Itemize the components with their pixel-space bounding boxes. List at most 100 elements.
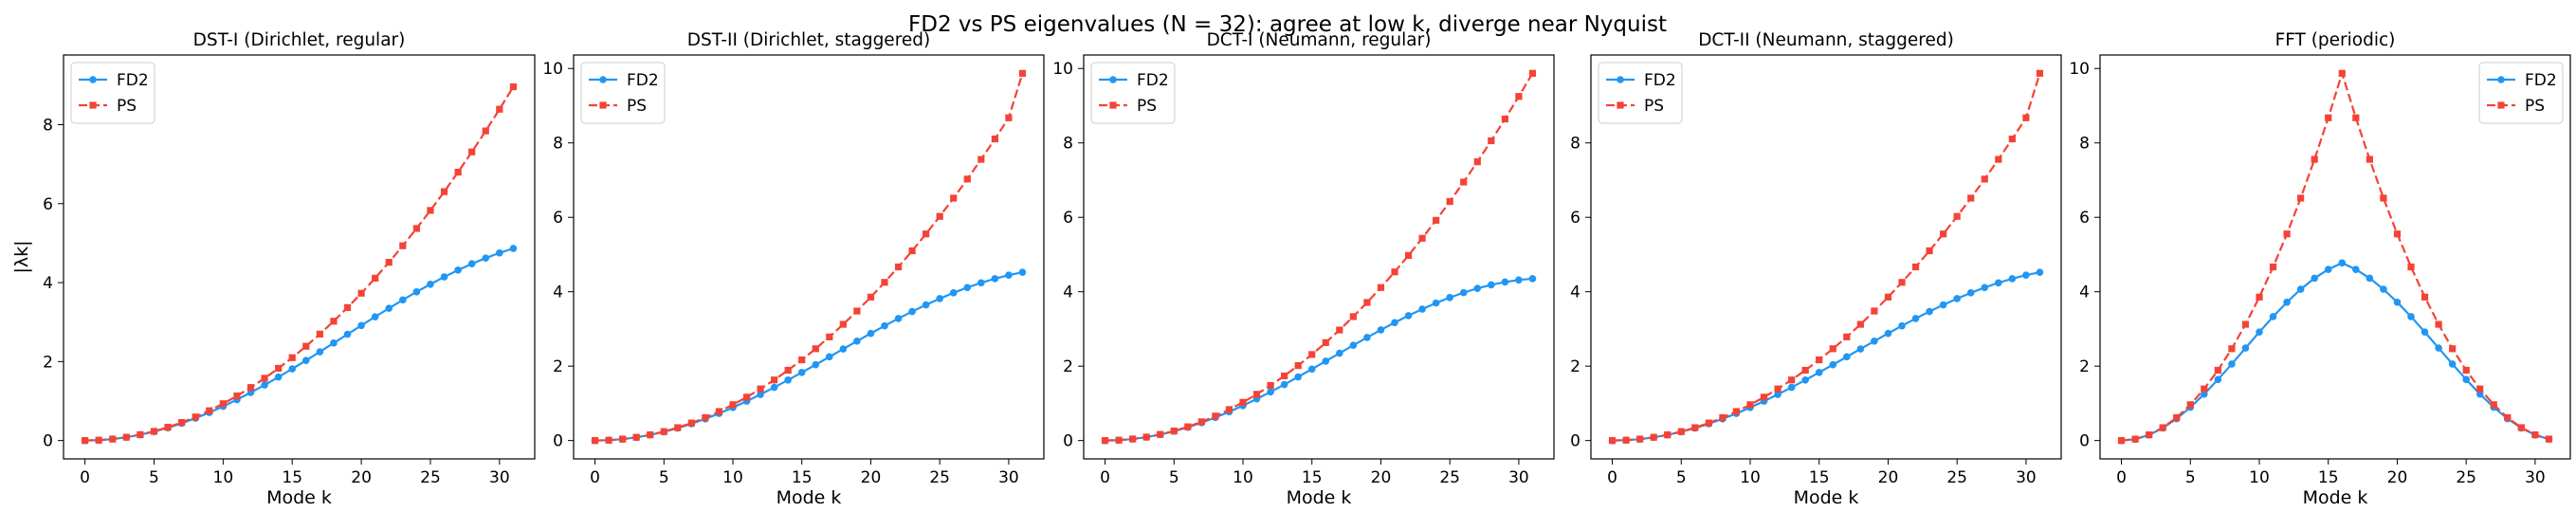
legend-marker bbox=[2497, 101, 2505, 109]
legend: FD2 PS bbox=[2478, 62, 2564, 124]
legend-label: PS bbox=[1644, 97, 1664, 116]
y-tick-label: 0 bbox=[43, 432, 53, 451]
data-point-fd2 bbox=[2421, 328, 2429, 337]
y-tick-label: 0 bbox=[1570, 432, 1580, 451]
x-tick-label: 0 bbox=[1100, 468, 1110, 487]
data-point-ps bbox=[2449, 345, 2457, 353]
data-point-ps bbox=[1664, 431, 1672, 439]
data-point-fd2 bbox=[1995, 279, 2002, 287]
data-point-ps bbox=[881, 279, 888, 286]
data-point-ps bbox=[1995, 155, 2002, 163]
panels-container: DST-I (Dirichlet, regular)0 5 10 15 20 25 3002… bbox=[11, 30, 2571, 508]
data-point-fd2 bbox=[1871, 338, 1878, 345]
data-point-ps bbox=[1391, 268, 1398, 276]
legend-label: PS bbox=[117, 97, 137, 116]
data-point-ps bbox=[784, 366, 792, 375]
data-point-fd2 bbox=[2407, 313, 2415, 320]
series-line-ps bbox=[1612, 73, 2041, 442]
data-point-fd2 bbox=[2256, 328, 2263, 337]
data-point-ps bbox=[1157, 430, 1164, 438]
data-point-fd2 bbox=[1307, 365, 1316, 374]
data-point-ps bbox=[95, 436, 102, 444]
data-point-ps bbox=[1197, 418, 1205, 426]
y-tick-label: 2 bbox=[43, 353, 53, 372]
data-point-ps bbox=[150, 428, 158, 435]
data-point-ps bbox=[1843, 333, 1851, 340]
data-point-fd2 bbox=[1267, 388, 1274, 396]
legend-marker bbox=[1109, 101, 1117, 109]
data-point-ps bbox=[399, 242, 407, 249]
data-point-fd2 bbox=[482, 254, 490, 262]
data-point-ps bbox=[440, 188, 448, 195]
data-point-ps bbox=[2131, 435, 2139, 443]
data-point-fd2 bbox=[1377, 326, 1385, 334]
x-tick-label: 25 bbox=[1946, 468, 1967, 487]
data-point-fd2 bbox=[1488, 281, 1495, 289]
data-point-fd2 bbox=[330, 339, 338, 347]
data-point-ps bbox=[1170, 427, 1178, 435]
data-point-ps bbox=[2366, 155, 2373, 163]
data-point-ps bbox=[1404, 251, 1413, 260]
panel-title: DST-II (Dirichlet, staggered) bbox=[687, 30, 930, 50]
data-point-ps bbox=[1129, 435, 1137, 443]
data-point-ps bbox=[2228, 345, 2236, 353]
plot-frame bbox=[1083, 54, 1555, 460]
x-tick-label: 20 bbox=[2387, 468, 2408, 487]
panel-5: FFT (periodic) 0 5 10 15 20 25 30 0 2 4 6 8 10 Mode k F… bbox=[2069, 30, 2571, 508]
data-point-ps bbox=[468, 148, 476, 155]
data-point-ps bbox=[2283, 230, 2291, 238]
data-point-fd2 bbox=[2435, 344, 2442, 352]
data-point-ps bbox=[826, 333, 833, 340]
legend-marker bbox=[1109, 76, 1117, 83]
x-tick-label: 30 bbox=[2016, 468, 2037, 487]
series-line-ps bbox=[2121, 69, 2549, 442]
data-point-fd2 bbox=[1349, 341, 1358, 349]
data-point-fd2 bbox=[385, 304, 393, 312]
plot-frame bbox=[1590, 54, 2062, 460]
data-point-fd2 bbox=[2311, 274, 2318, 283]
data-point-ps bbox=[2435, 320, 2442, 328]
data-point-fd2 bbox=[1787, 383, 1796, 392]
data-point-ps bbox=[1705, 419, 1712, 427]
data-point-ps bbox=[1142, 433, 1150, 441]
y-tick-label: 4 bbox=[1570, 283, 1580, 302]
panel-title: DCT-II (Neumann, staggered) bbox=[1698, 30, 1954, 50]
series-line-ps bbox=[1105, 72, 1534, 442]
x-tick-label: 30 bbox=[489, 468, 510, 487]
data-point-ps bbox=[1829, 345, 1836, 353]
data-point-ps bbox=[316, 330, 323, 338]
data-point-fd2 bbox=[1884, 329, 1892, 338]
data-point-ps bbox=[1115, 436, 1123, 444]
legend-label: FD2 bbox=[2525, 71, 2557, 90]
data-point-fd2 bbox=[301, 356, 310, 364]
data-point-ps bbox=[1774, 385, 1781, 393]
data-point-fd2 bbox=[1528, 275, 1537, 283]
data-point-fd2 bbox=[1856, 345, 1865, 353]
data-point-ps bbox=[1926, 247, 1933, 255]
data-point-ps bbox=[2186, 401, 2194, 409]
data-point-fd2 bbox=[454, 266, 462, 274]
legend-label: FD2 bbox=[627, 71, 659, 90]
data-point-ps bbox=[674, 424, 682, 431]
data-point-ps bbox=[660, 428, 667, 435]
legend: FD2 PS bbox=[70, 62, 155, 124]
data-point-ps bbox=[454, 168, 462, 176]
data-point-fd2 bbox=[2283, 298, 2291, 306]
data-point-ps bbox=[1801, 366, 1809, 375]
data-point-fd2 bbox=[1774, 391, 1781, 398]
data-point-ps bbox=[1433, 216, 1440, 224]
data-point-ps bbox=[687, 419, 695, 427]
data-point-fd2 bbox=[1446, 294, 1453, 302]
x-tick-label: 30 bbox=[998, 468, 1019, 487]
data-point-ps bbox=[2462, 366, 2470, 375]
data-point-ps bbox=[977, 155, 985, 163]
data-point-ps bbox=[343, 303, 352, 312]
data-point-fd2 bbox=[1018, 268, 1027, 276]
x-tick-label: 30 bbox=[1508, 468, 1529, 487]
data-point-ps bbox=[2421, 293, 2429, 301]
data-point-ps bbox=[1308, 351, 1316, 358]
legend-marker bbox=[2497, 76, 2505, 83]
data-point-fd2 bbox=[908, 307, 916, 316]
data-point-fd2 bbox=[1898, 321, 1906, 330]
series-line-ps bbox=[84, 85, 515, 442]
